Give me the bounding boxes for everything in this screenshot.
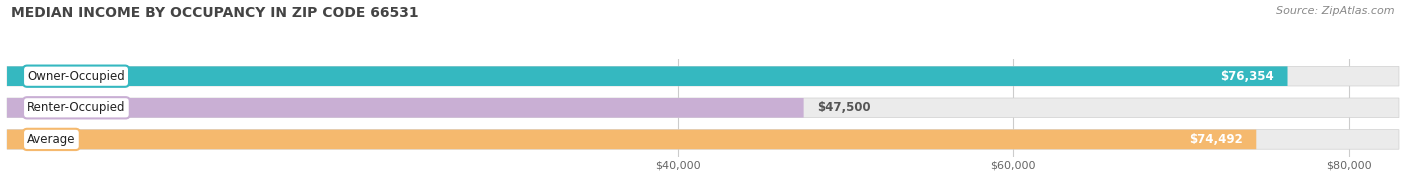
FancyBboxPatch shape: [7, 98, 804, 118]
Text: $47,500: $47,500: [817, 101, 870, 114]
Text: Renter-Occupied: Renter-Occupied: [27, 101, 125, 114]
Text: Source: ZipAtlas.com: Source: ZipAtlas.com: [1277, 6, 1395, 16]
FancyBboxPatch shape: [7, 98, 1399, 118]
FancyBboxPatch shape: [7, 130, 1257, 149]
FancyBboxPatch shape: [7, 130, 1399, 149]
FancyBboxPatch shape: [7, 66, 1399, 86]
FancyBboxPatch shape: [7, 66, 1288, 86]
Text: Owner-Occupied: Owner-Occupied: [27, 70, 125, 83]
Text: $76,354: $76,354: [1220, 70, 1274, 83]
Text: Average: Average: [27, 133, 76, 146]
Text: $74,492: $74,492: [1189, 133, 1243, 146]
Text: MEDIAN INCOME BY OCCUPANCY IN ZIP CODE 66531: MEDIAN INCOME BY OCCUPANCY IN ZIP CODE 6…: [11, 6, 419, 20]
